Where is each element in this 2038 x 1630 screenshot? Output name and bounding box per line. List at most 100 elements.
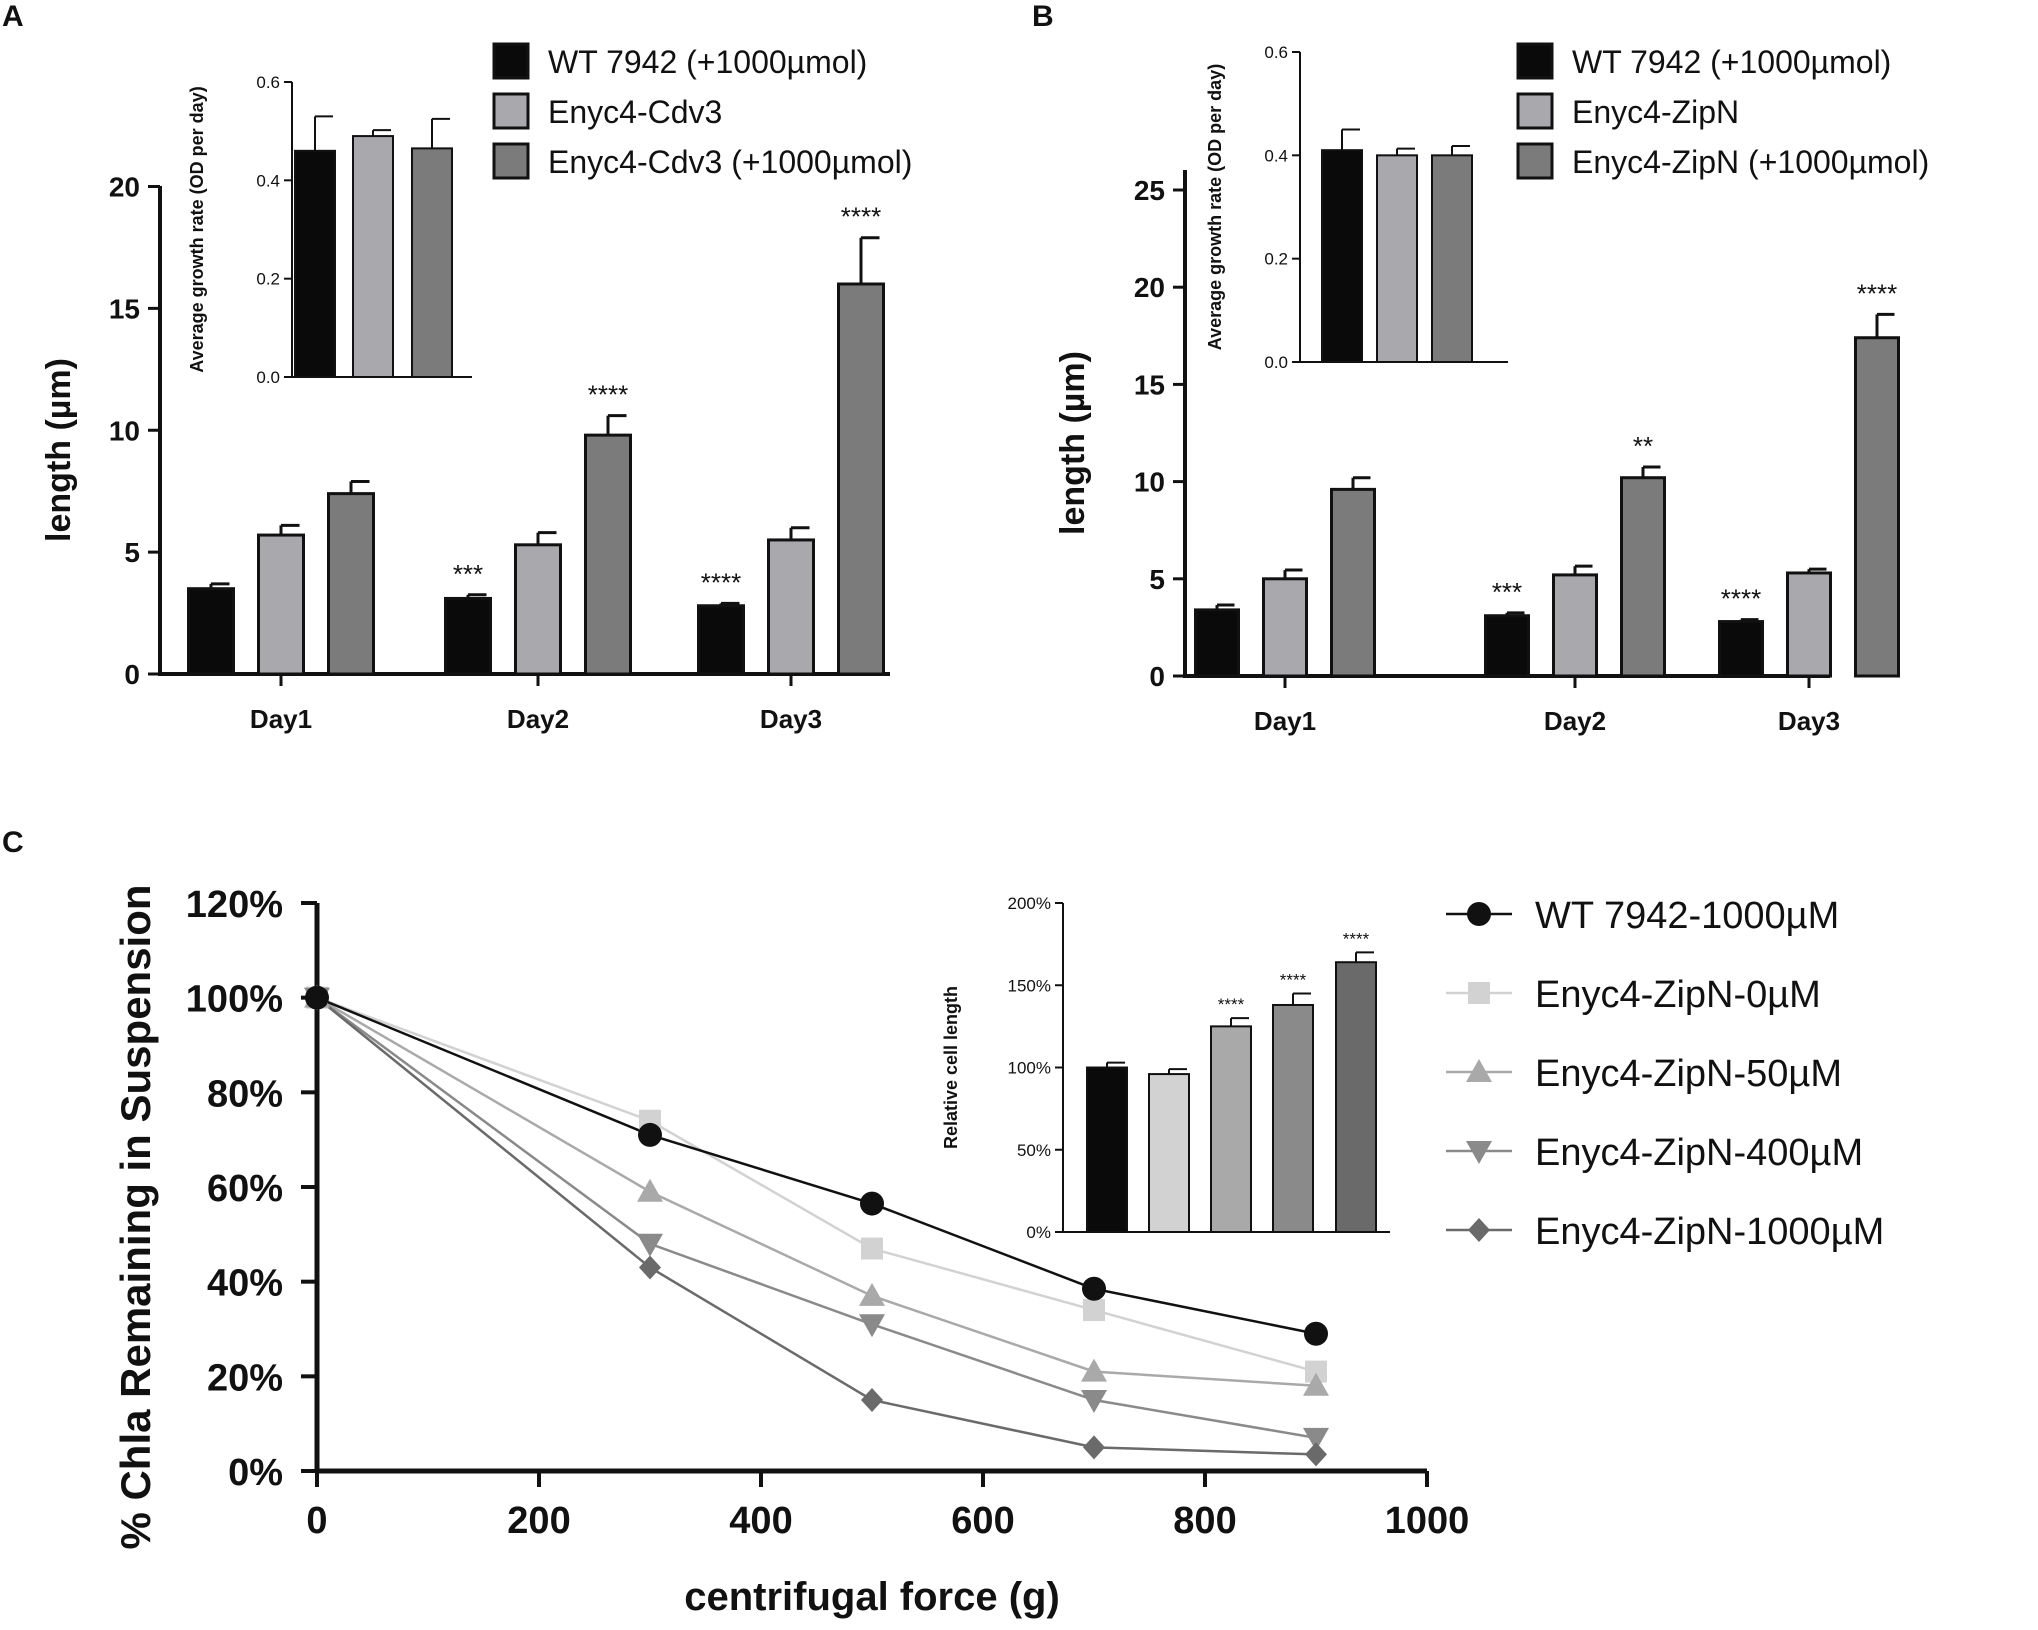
data-point	[861, 1388, 883, 1412]
data-point	[639, 1255, 661, 1280]
inset-y-tick-label: 50%	[1017, 1141, 1051, 1160]
inset-y-tick-label: 0%	[1026, 1223, 1051, 1242]
data-point	[1083, 1435, 1105, 1460]
legend-marker	[1467, 902, 1491, 926]
legend-swatch	[492, 142, 530, 180]
x-tick-label: Day2	[1544, 706, 1606, 736]
panel-letter-a: A	[2, 0, 24, 33]
bar	[697, 604, 745, 676]
x-tick-label: 400	[729, 1500, 792, 1542]
legend-label: Enyc4-ZipN-1000µM	[1535, 1211, 1884, 1253]
bar	[1194, 608, 1240, 678]
bar	[1484, 614, 1530, 678]
bar	[1718, 620, 1764, 678]
inset-y-tick-label: 150%	[1008, 976, 1051, 995]
significance-label: ****	[841, 202, 881, 232]
legend-swatch	[1516, 142, 1554, 180]
inset-bar	[352, 135, 394, 378]
inset-bar	[1376, 154, 1418, 363]
inset-y-axis-label: Relative cell length	[941, 986, 961, 1149]
chart-c: 0% 20% 40% 60% 80% 100% 120% 0 200 400 600 800 1000 c…	[112, 884, 1884, 1619]
legend-label: Enyc4-ZipN (+1000µmol)	[1572, 144, 1929, 180]
bar	[1330, 487, 1376, 678]
data-point	[1082, 1276, 1106, 1301]
inset-bar	[411, 147, 453, 378]
significance-label: ****	[701, 567, 741, 597]
x-tick-label: Day3	[760, 704, 822, 734]
inset-significance-label: ****	[1218, 995, 1245, 1014]
inset-y-tick-label: 200%	[1008, 894, 1051, 913]
data-point	[1303, 1427, 1329, 1451]
y-tick-label: 5	[1149, 564, 1165, 595]
x-tick-label: 800	[1173, 1500, 1236, 1542]
bar	[767, 538, 815, 676]
inset-bar	[1321, 149, 1363, 363]
legend-label: Enyc4-Cdv3 (+1000µmol)	[548, 144, 912, 180]
bar	[1854, 336, 1900, 678]
y-tick-label: 0	[124, 659, 140, 690]
inset-bar	[1431, 154, 1473, 363]
legend-swatch	[1516, 42, 1554, 80]
y-tick-label: 20	[109, 172, 140, 203]
y-tick-label: 20%	[207, 1357, 283, 1399]
x-tick-label: Day1	[250, 704, 312, 734]
significance-label: ****	[588, 380, 628, 410]
bar	[444, 596, 492, 676]
legend-label: Enyc4-ZipN	[1572, 94, 1739, 130]
legend-marker	[1468, 1218, 1490, 1242]
inset-y-tick-label: 0.2	[256, 270, 280, 289]
x-tick-label: 600	[951, 1500, 1014, 1542]
data-point	[1305, 1442, 1327, 1467]
data-point	[1304, 1321, 1328, 1346]
bar	[584, 433, 632, 676]
data-point	[305, 985, 329, 1010]
panel-letter-b: B	[1032, 0, 1054, 33]
legend-label: Enyc4-ZipN-0µM	[1535, 974, 1821, 1016]
inset-bar	[1335, 961, 1377, 1233]
significance-label: ***	[1492, 577, 1522, 607]
data-point	[1305, 1360, 1327, 1383]
data-point	[1083, 1299, 1105, 1322]
bar	[1552, 573, 1598, 678]
inset-bar	[1210, 1025, 1252, 1233]
legend-label: WT 7942-1000µM	[1535, 895, 1839, 937]
data-point	[859, 1314, 885, 1338]
legend-label: Enyc4-ZipN-50µM	[1535, 1053, 1842, 1095]
y-tick-label: 120%	[186, 884, 283, 926]
inset-y-axis-label: Average growth rate (OD per day)	[1205, 64, 1225, 350]
y-axis-label: % Chla Remaining in Suspension	[112, 884, 159, 1549]
inset-y-tick-label: 0.2	[1264, 250, 1288, 269]
legend-swatch	[492, 92, 530, 130]
inset-y-tick-label: 0.4	[256, 171, 280, 190]
inset-y-tick-label: 100%	[1008, 1059, 1051, 1078]
y-tick-label: 10	[109, 415, 140, 446]
y-tick-label: 25	[1134, 175, 1165, 206]
data-point	[1081, 1358, 1107, 1382]
inset-y-tick-label: 0.0	[256, 368, 280, 387]
y-tick-label: 10	[1134, 467, 1165, 498]
inset-y-axis-label: Average growth rate (OD per day)	[187, 86, 207, 372]
legend-swatch	[492, 42, 530, 80]
y-tick-label: 15	[109, 293, 140, 324]
y-tick-label: 5	[124, 537, 140, 568]
legend-label: Enyc4-ZipN-400µM	[1535, 1132, 1863, 1174]
inset-y-tick-label: 0.0	[1264, 353, 1288, 372]
significance-label: ****	[1721, 584, 1761, 614]
inset-y-tick-label: 0.4	[1264, 146, 1288, 165]
bar	[187, 587, 235, 676]
x-tick-label: Day2	[507, 704, 569, 734]
significance-label: **	[1633, 431, 1653, 461]
y-tick-label: 15	[1134, 369, 1165, 400]
bar	[514, 543, 562, 676]
bar	[1262, 577, 1308, 678]
inset-y-tick-label: 0.6	[1264, 43, 1288, 62]
y-tick-label: 40%	[207, 1263, 283, 1305]
inset-y-tick-label: 0.6	[256, 73, 280, 92]
inset-bar	[1148, 1073, 1190, 1233]
inset-bar	[1272, 1003, 1314, 1233]
x-axis-label: centrifugal force (g)	[684, 1575, 1060, 1619]
bar	[1620, 476, 1666, 678]
